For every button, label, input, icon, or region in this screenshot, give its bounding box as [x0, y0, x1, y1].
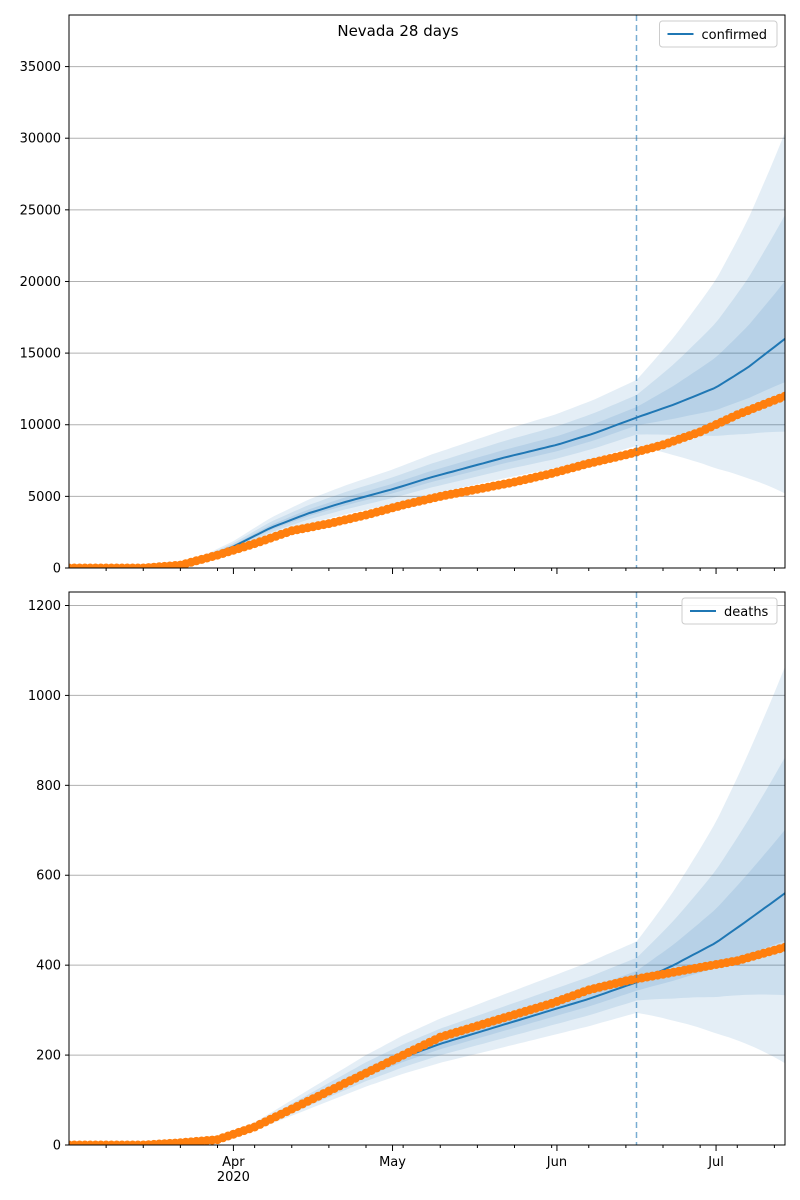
- y-tick-label: 1000: [28, 689, 61, 704]
- x-tick-label: May: [379, 1155, 406, 1170]
- observed-point: [780, 391, 785, 401]
- uncertainty-band: [69, 132, 785, 568]
- legend-box: [659, 20, 778, 48]
- uncertainty-band: [69, 215, 785, 568]
- x-tick-label: Apr: [222, 1155, 245, 1170]
- y-tick-label: 15000: [20, 347, 61, 362]
- y-tick-label: 0: [53, 562, 61, 577]
- x-tick-label: 2020: [217, 1170, 250, 1185]
- x-tick-label: Jul: [707, 1155, 724, 1170]
- y-tick-label: 5000: [28, 490, 61, 505]
- y-tick-label: 30000: [20, 132, 61, 147]
- y-tick-label: 0: [53, 1139, 61, 1154]
- axes-frame: [68, 591, 786, 1146]
- legend-label: deaths: [724, 605, 769, 620]
- legend-label: confirmed: [702, 28, 768, 43]
- y-tick-label: 10000: [20, 418, 61, 433]
- y-tick-label: 1200: [28, 599, 61, 614]
- y-tick-label: 800: [36, 779, 61, 794]
- y-tick-label: 200: [36, 1049, 61, 1064]
- x-tick-label: Jun: [546, 1155, 567, 1170]
- observed-point: [780, 942, 785, 952]
- y-tick-label: 25000: [20, 203, 61, 218]
- uncertainty-band: [69, 281, 785, 568]
- y-tick-label: 400: [36, 959, 61, 974]
- uncertainty-band: [69, 829, 785, 1145]
- y-tick-label: 600: [36, 869, 61, 884]
- plot-area: [69, 666, 785, 1145]
- confirmed-panel: 0 5000 10000 15000 20000 25000 30000 35000 confi…: [20, 14, 786, 577]
- y-tick-label: 20000: [20, 275, 61, 290]
- plot-area: [69, 132, 785, 568]
- y-tick-label: 35000: [20, 60, 61, 75]
- chart-title: Nevada 28 days: [337, 22, 458, 40]
- legend-box: [681, 597, 778, 625]
- axes-frame: [68, 14, 786, 569]
